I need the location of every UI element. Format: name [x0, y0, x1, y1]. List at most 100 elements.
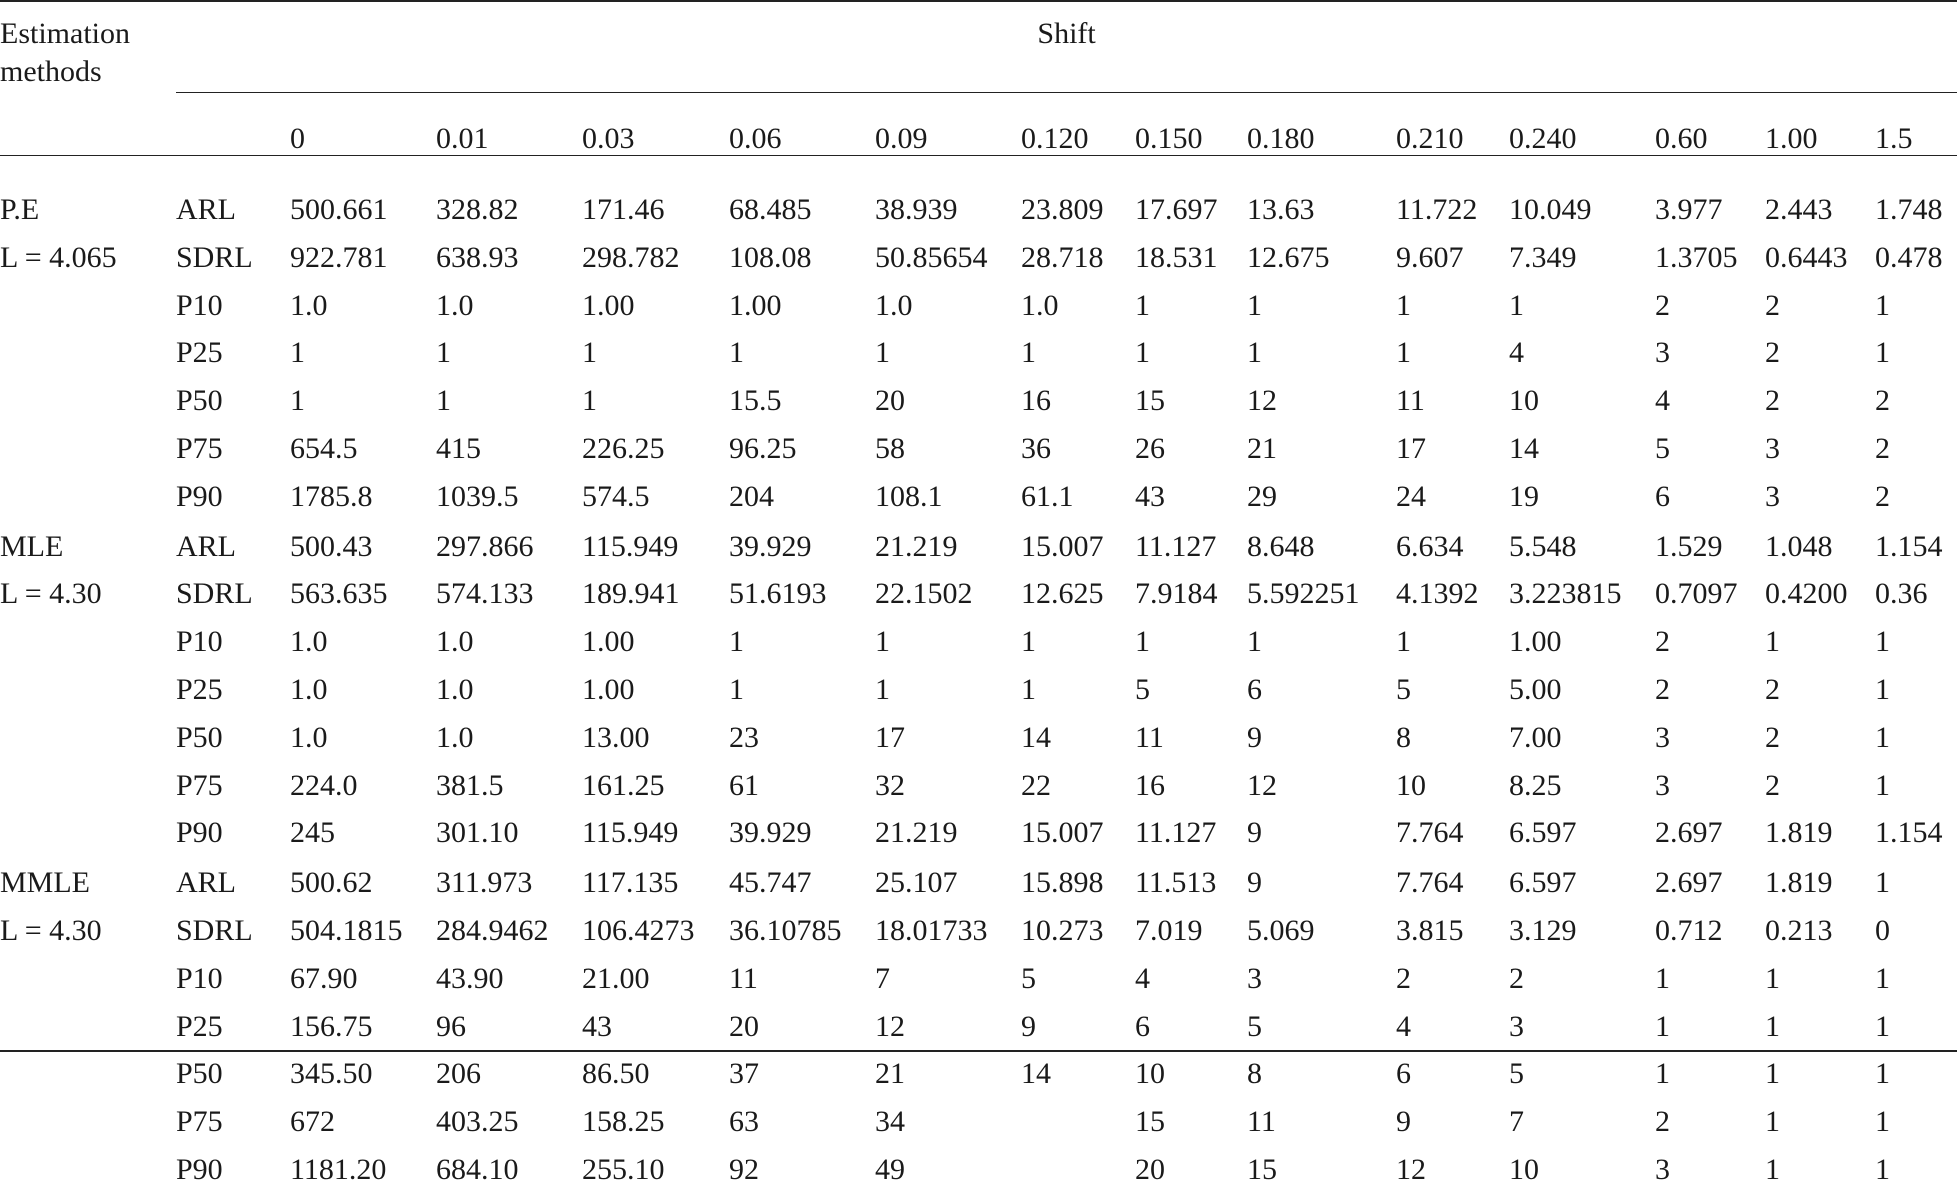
- value-cell: 25.107: [875, 866, 958, 900]
- value-cell: 1: [1875, 672, 1890, 706]
- value-cell: 11.513: [1135, 866, 1217, 900]
- value-cell: 115.949: [582, 529, 679, 563]
- value-cell: 2: [1655, 672, 1670, 706]
- value-cell: 1: [1765, 1152, 1780, 1186]
- value-cell: 1: [1135, 625, 1150, 659]
- value-cell: 1.154: [1875, 529, 1943, 563]
- value-cell: 328.82: [436, 193, 519, 226]
- method-header-line-1: Estimation: [0, 17, 130, 50]
- stat-label: P50: [176, 720, 223, 754]
- table-bottom-rule: [0, 1050, 1957, 1052]
- value-cell: 39.929: [729, 529, 812, 563]
- value-cell: 10: [1509, 384, 1539, 418]
- value-cell: 0.478: [1875, 240, 1943, 274]
- value-cell: 7: [1509, 1105, 1524, 1139]
- value-cell: 1: [1875, 720, 1890, 754]
- method-cell: [0, 955, 176, 1003]
- value-cell: 9: [1247, 720, 1262, 754]
- value-cell: 6: [1396, 1057, 1411, 1091]
- value-cell: 38.939: [875, 193, 958, 226]
- value-cell: 2: [1765, 672, 1780, 706]
- value-cell: 6: [1135, 1009, 1150, 1043]
- method-cell: [0, 618, 176, 666]
- table-row: P50 1 1 1 15.5 20 16 15 12 11 10 4 2 2: [0, 377, 1957, 425]
- value-cell: 2: [1875, 384, 1890, 418]
- value-cell: 4: [1135, 961, 1150, 995]
- value-cell: 11: [729, 961, 758, 995]
- value-cell: 21.219: [875, 529, 958, 563]
- value-cell: 500.661: [290, 193, 388, 226]
- value-cell: 574.133: [436, 577, 534, 611]
- table-row: P10 1.0 1.0 1.00 1 1 1 1 1 1 1.00 2 1 1: [0, 618, 1957, 666]
- value-cell: 1: [436, 336, 451, 370]
- value-cell: 10: [1135, 1057, 1165, 1091]
- value-cell: 1.00: [729, 288, 782, 322]
- value-cell: 1: [1509, 288, 1524, 322]
- stat-label: P50: [176, 384, 223, 418]
- value-cell: 1: [1021, 672, 1036, 706]
- value-cell: 7.9184: [1135, 577, 1218, 611]
- value-cell: 0.36: [1875, 577, 1928, 611]
- value-cell: 43: [582, 1009, 612, 1043]
- value-cell: 1: [1875, 1152, 1890, 1186]
- stat-label: SDRL: [176, 240, 253, 274]
- value-cell: 20: [729, 1009, 759, 1043]
- table-row: MLE ARL 500.43 297.866 115.949 39.929 21.219 15…: [0, 521, 1957, 571]
- value-cell: 15.898: [1021, 866, 1104, 900]
- method-cell: [0, 1098, 176, 1146]
- value-cell: [1021, 1146, 1135, 1194]
- value-cell: 14: [1509, 431, 1539, 465]
- value-cell: 6: [1655, 479, 1670, 513]
- value-cell: 10.273: [1021, 913, 1104, 947]
- value-cell: 5.592251: [1247, 577, 1360, 611]
- value-cell: 11.722: [1396, 193, 1478, 226]
- table-row: P75 654.5 415 226.25 96.25 58 36 26 21 17 14 5 3 2: [0, 425, 1957, 473]
- value-cell: 1181.20: [290, 1152, 387, 1186]
- method-cell: [0, 809, 176, 857]
- value-cell: 12.625: [1021, 577, 1104, 611]
- value-cell: 15: [1135, 1105, 1165, 1139]
- method-cell: [0, 473, 176, 521]
- value-cell: 1: [290, 384, 305, 418]
- value-cell: 1: [1875, 1057, 1890, 1091]
- value-cell: 8: [1247, 1057, 1262, 1091]
- value-cell: 2.443: [1765, 193, 1833, 226]
- value-cell: 2: [1765, 288, 1780, 322]
- value-cell: 96.25: [729, 431, 797, 465]
- value-cell: 1: [1875, 336, 1890, 370]
- value-cell: 45.747: [729, 866, 812, 900]
- value-cell: 1: [875, 336, 890, 370]
- value-cell: 2: [1509, 961, 1524, 995]
- value-cell: 1: [1655, 1057, 1670, 1091]
- value-cell: 5.069: [1247, 913, 1315, 947]
- value-cell: 284.9462: [436, 913, 549, 947]
- shift-value-header: 0.06: [729, 122, 782, 155]
- value-cell: 4: [1655, 384, 1670, 418]
- value-cell: 23.809: [1021, 193, 1104, 226]
- value-cell: 2: [1765, 720, 1780, 754]
- table-row: P50 345.50 206 86.50 37 21 14 10 8 6 5 1 1 1: [0, 1050, 1957, 1098]
- value-cell: 6.597: [1509, 816, 1577, 850]
- value-cell: 381.5: [436, 768, 504, 802]
- value-cell: 9: [1396, 1105, 1411, 1139]
- value-cell: 1: [1765, 1009, 1780, 1043]
- value-cell: 12: [875, 1009, 905, 1043]
- value-cell: 0: [1875, 913, 1890, 947]
- value-cell: 206: [436, 1057, 481, 1091]
- value-cell: 1: [875, 672, 890, 706]
- value-cell: 21.00: [582, 961, 650, 995]
- value-cell: 51.6193: [729, 577, 827, 611]
- value-cell: 1: [1765, 625, 1780, 659]
- value-cell: 1: [436, 384, 451, 418]
- value-cell: 2: [1655, 625, 1670, 659]
- value-cell: 9: [1247, 816, 1262, 850]
- value-cell: 1: [1765, 1105, 1780, 1139]
- shift-value-header: 0: [290, 122, 305, 155]
- value-cell: 92: [729, 1152, 759, 1186]
- value-cell: 2.697: [1655, 816, 1723, 850]
- value-cell: 4: [1509, 336, 1524, 370]
- stat-label: P25: [176, 336, 223, 370]
- table-row: P.E ARL 500.661 328.82 171.46 68.485 38.939 23.…: [0, 184, 1957, 234]
- value-cell: 1039.5: [436, 479, 519, 513]
- value-cell: 21: [875, 1057, 905, 1091]
